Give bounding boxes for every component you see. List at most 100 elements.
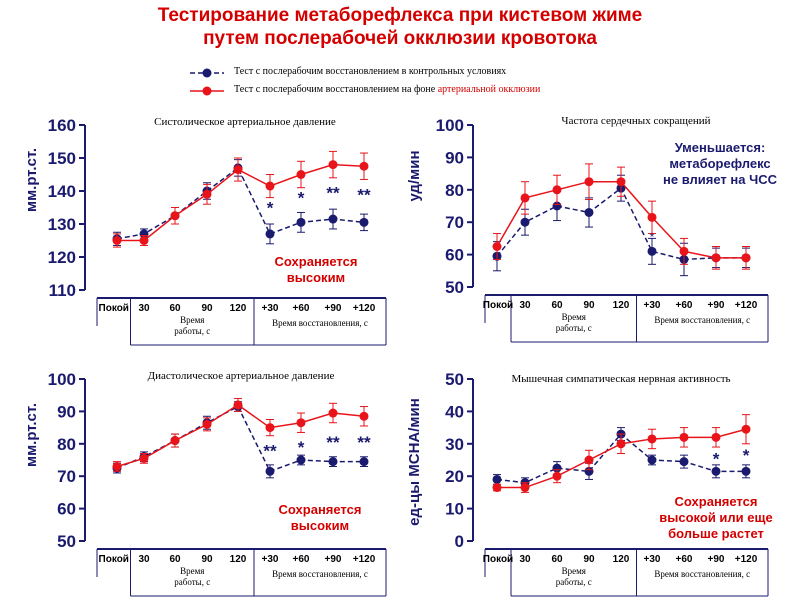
series-occlusion (112, 397, 369, 472)
chart-2: Частота сердечных сокращений 50 60 70 80 90 10… (406, 115, 778, 343)
data-point (584, 466, 594, 476)
data-point (265, 181, 275, 191)
y-tick-label: 100 (48, 370, 76, 389)
y-tick-label: 30 (445, 435, 464, 454)
series-occlusion (112, 150, 369, 248)
data-point (552, 201, 562, 211)
data-point (647, 212, 657, 222)
x-tick-label: 30 (138, 554, 150, 565)
y-tick-label: 80 (445, 181, 464, 200)
y-tick-label: 40 (445, 402, 464, 421)
series-occlusion (492, 414, 751, 493)
chart-title: Частота сердечных сокращений (561, 115, 710, 127)
data-point (359, 161, 369, 171)
data-point (328, 160, 338, 170)
data-point (265, 466, 275, 476)
chart-1: Систолическое артериальное давление 110 12… (23, 116, 387, 346)
y-tick-label: 50 (57, 532, 76, 551)
significance-mark: ** (263, 441, 277, 460)
data-point (112, 236, 122, 245)
data-point (520, 193, 530, 203)
data-point (647, 434, 657, 444)
legend: Тест с послерабочим восстановлением в ко… (190, 64, 610, 100)
y-tick-label: 0 (455, 532, 464, 551)
x-tick-label: Покой (99, 554, 129, 565)
chart-title: Мышечная симпатическая нервная активност… (511, 373, 730, 385)
annotation-line: высокой или еще (659, 510, 772, 525)
chart-3: Диастолическое артериальное давление 50 60… (23, 370, 387, 597)
chart-title: Диастолическое артериальное давление (148, 370, 335, 382)
x-tick-label: +90 (708, 554, 725, 565)
data-point (679, 246, 689, 256)
legend-item-occlusion: Тест с послерабочим восстановлением на ф… (190, 82, 610, 100)
annotation-line: высоким (291, 518, 349, 533)
legend-occlusion-label: Тест с послерабочим восстановлением на ф… (234, 84, 540, 95)
data-point (584, 207, 594, 217)
significance-mark: * (713, 449, 720, 468)
x-tick-label: +120 (735, 300, 758, 311)
x-tick-label: +30 (644, 554, 661, 565)
recovery-label: Время восстановления, с (654, 569, 750, 579)
y-axis-label: мм.рт.ст. (23, 148, 40, 212)
x-tick-label: 30 (519, 554, 531, 565)
data-point (265, 229, 275, 239)
significance-mark: ** (357, 433, 371, 452)
y-tick-label: 50 (445, 278, 464, 297)
data-point (584, 177, 594, 187)
work-label: Время работы, с (556, 312, 592, 333)
annotation-line: метаборефлекс (669, 156, 770, 171)
data-point (647, 455, 657, 465)
data-point (112, 461, 122, 471)
y-tick-label: 80 (57, 435, 76, 454)
significance-mark: * (298, 438, 305, 457)
work-label: Время работы, с (556, 566, 592, 587)
data-point (679, 457, 689, 467)
data-point (296, 418, 306, 428)
y-tick-label: 70 (445, 213, 464, 232)
legend-occlusion-suffix: артериальной окклюзии (437, 84, 541, 95)
x-tick-label: 60 (169, 554, 181, 565)
x-tick-label: +120 (735, 554, 758, 565)
page-title: Тестирование метаборефлекса при кистевом… (0, 4, 800, 50)
x-tick-label: 60 (551, 554, 563, 565)
y-tick-label: 150 (48, 149, 76, 168)
significance-mark: * (650, 230, 655, 244)
data-point (741, 466, 751, 476)
data-point (139, 236, 149, 245)
data-point (328, 408, 338, 418)
x-tick-label: +30 (262, 554, 279, 565)
annotation-line: Сохраняется (275, 254, 358, 269)
annotation-line: высоким (287, 270, 345, 285)
data-point (552, 185, 562, 195)
annotation-line: не влияет на ЧСС (663, 172, 778, 187)
x-tick-label: +30 (262, 303, 279, 314)
annotation-line: Уменьшается: (675, 140, 766, 155)
x-tick-label: Покой (99, 303, 129, 314)
series-occlusion (492, 163, 751, 270)
x-tick-label: 120 (613, 554, 630, 565)
x-tick-label: +60 (676, 300, 693, 311)
data-point (296, 217, 306, 227)
data-point (711, 432, 721, 442)
recovery-label: Время восстановления, с (654, 315, 750, 325)
x-tick-label: +90 (325, 303, 342, 314)
data-point (492, 483, 502, 493)
y-tick-label: 10 (445, 500, 464, 519)
x-tick-label: 120 (230, 554, 247, 565)
data-point (520, 483, 530, 493)
significance-mark: * (298, 189, 305, 208)
y-tick-label: 140 (48, 182, 76, 201)
work-label: Время работы, с (174, 315, 210, 336)
x-tick-label: Покой (483, 300, 513, 311)
data-point (170, 211, 180, 221)
x-tick-label: 90 (583, 300, 595, 311)
data-point (202, 419, 212, 429)
data-point (584, 455, 594, 465)
x-tick-label: 90 (201, 554, 213, 565)
data-point (359, 411, 369, 421)
significance-mark: ** (326, 433, 340, 452)
x-tick-label: 90 (201, 303, 213, 314)
data-point (741, 424, 751, 434)
x-tick-label: +60 (676, 554, 693, 565)
data-point (492, 242, 502, 251)
